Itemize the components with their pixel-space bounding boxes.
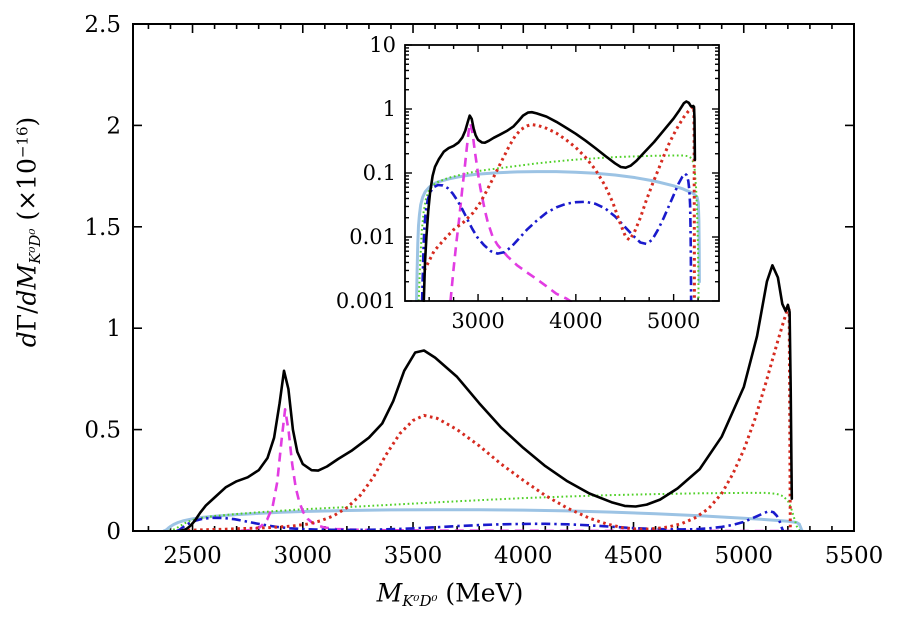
inset-plot-y-tick-label: 0.01 [349, 225, 396, 249]
inset-plot-x-tick-label: 3000 [451, 309, 504, 333]
main-plot-y-tick-label: 1 [106, 316, 121, 342]
y-axis-label: dΓ/dMK⁰D⁰ (×10−16) [12, 116, 45, 348]
y-label-unit-open: (×10 [12, 158, 42, 229]
y-label-exponent: −16 [13, 126, 32, 159]
main-plot-y-tick-label: 2 [106, 113, 121, 139]
main-plot-border [132, 23, 855, 532]
inset-plot-series-group [415, 100, 701, 302]
inset-plot-y-tick-label: 1 [383, 97, 396, 121]
y-label-dm: dM [12, 263, 42, 306]
inset-plot-series-black-solid-total [422, 100, 697, 302]
main-plot-x-tick-label: 4000 [494, 543, 553, 569]
main-plot-x-tick-label: 5000 [714, 543, 773, 569]
x-label-unit: (MeV) [437, 578, 524, 608]
main-plot-series-black-solid-total [179, 264, 794, 532]
main-plot-x-tick-label: 2500 [163, 543, 222, 569]
x-label-subscript: K⁰D⁰ [402, 592, 438, 610]
y-label-subscript: K⁰D⁰ [26, 228, 44, 264]
main-plot-series-lightblue-solid [162, 508, 804, 532]
y-label-gamma: Γ/ [12, 305, 42, 332]
x-axis-label: MK⁰D⁰ (MeV) [376, 578, 524, 610]
main-plot-y-tick-label: 0.5 [84, 418, 121, 444]
main-plot-series-blue-dashdot [176, 509, 785, 532]
inset-plot-series-magenta-dashed [449, 121, 575, 302]
y-label-unit-close: ) [12, 116, 42, 127]
y-label-d: d [12, 331, 42, 348]
inset-plot-x-tick-label: 5000 [647, 309, 700, 333]
main-plot-y-tick-label: 0 [106, 519, 121, 545]
inset-plot-y-tick-label: 0.1 [363, 161, 396, 185]
inset-plot-y-tick-label: 10 [369, 33, 396, 57]
main-plot-x-tick-label: 3000 [274, 543, 333, 569]
x-label-m: M [376, 578, 403, 608]
main-plot-series-red-dotted [181, 306, 792, 532]
inset-plot-border [404, 44, 720, 302]
main-plot-y-tick-label: 2.5 [84, 12, 121, 38]
inset-plot-series-lightblue-solid [415, 170, 701, 302]
main-plot-x-tick-label: 5500 [825, 543, 884, 569]
inset-plot-y-tick-label: 0.001 [336, 289, 396, 313]
inset-plot-series-blue-dashdot [420, 172, 693, 302]
main-plot-y-tick-label: 1.5 [84, 215, 121, 241]
inset-plot-x-tick-label: 4000 [549, 309, 602, 333]
main-plot-x-tick-label: 4500 [604, 543, 663, 569]
main-plot-x-tick-label: 3500 [384, 543, 443, 569]
